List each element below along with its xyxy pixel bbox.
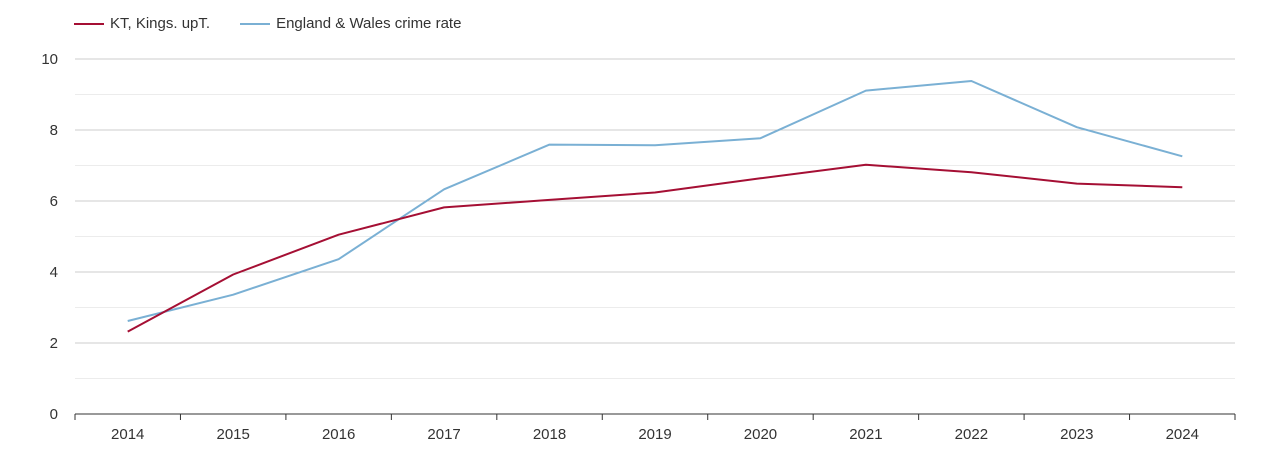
x-tick-label: 2016 (322, 426, 355, 443)
series-line-kt[interactable] (127, 163, 1183, 333)
chart-grid (75, 58, 1235, 415)
legend-item-england-wales[interactable]: England & Wales crime rate (240, 15, 461, 32)
y-tick-label: 4 (50, 264, 58, 281)
chart-series (127, 80, 1183, 333)
x-tick-label: 2022 (955, 426, 988, 443)
y-tick-label: 8 (50, 122, 58, 139)
legend-label-kt: KT, Kings. upT. (110, 15, 211, 32)
x-tick-label: 2024 (1166, 426, 1199, 443)
x-tick-label: 2020 (744, 426, 777, 443)
legend-swatch-kt (74, 22, 104, 25)
x-axis-ticks: 2014 2015 2016 2017 2018 2019 2020 2021 2022 2023… (74, 414, 1236, 443)
x-tick-label: 2019 (638, 426, 671, 443)
x-tick-label: 2014 (111, 426, 144, 443)
x-tick-label: 2021 (849, 426, 882, 443)
x-tick-label: 2023 (1060, 426, 1093, 443)
x-tick-label: 2018 (533, 426, 566, 443)
y-tick-label: 10 (41, 51, 58, 68)
legend-item-kt[interactable]: KT, Kings. upT. (74, 15, 210, 32)
legend-label-england-wales: England & Wales crime rate (276, 15, 462, 32)
y-tick-label: 2 (50, 335, 58, 352)
y-tick-label: 6 (50, 193, 58, 210)
x-tick-label: 2015 (216, 426, 249, 443)
chart-legend: KT, Kings. upT. England & Wales crime ra… (74, 15, 491, 32)
legend-swatch-england-wales (240, 22, 271, 25)
y-axis-ticks: 0 2 4 6 8 10 (41, 51, 58, 423)
x-tick-label: 2017 (427, 426, 460, 443)
series-line-england-wales[interactable] (127, 80, 1183, 322)
y-tick-label: 0 (50, 406, 58, 423)
